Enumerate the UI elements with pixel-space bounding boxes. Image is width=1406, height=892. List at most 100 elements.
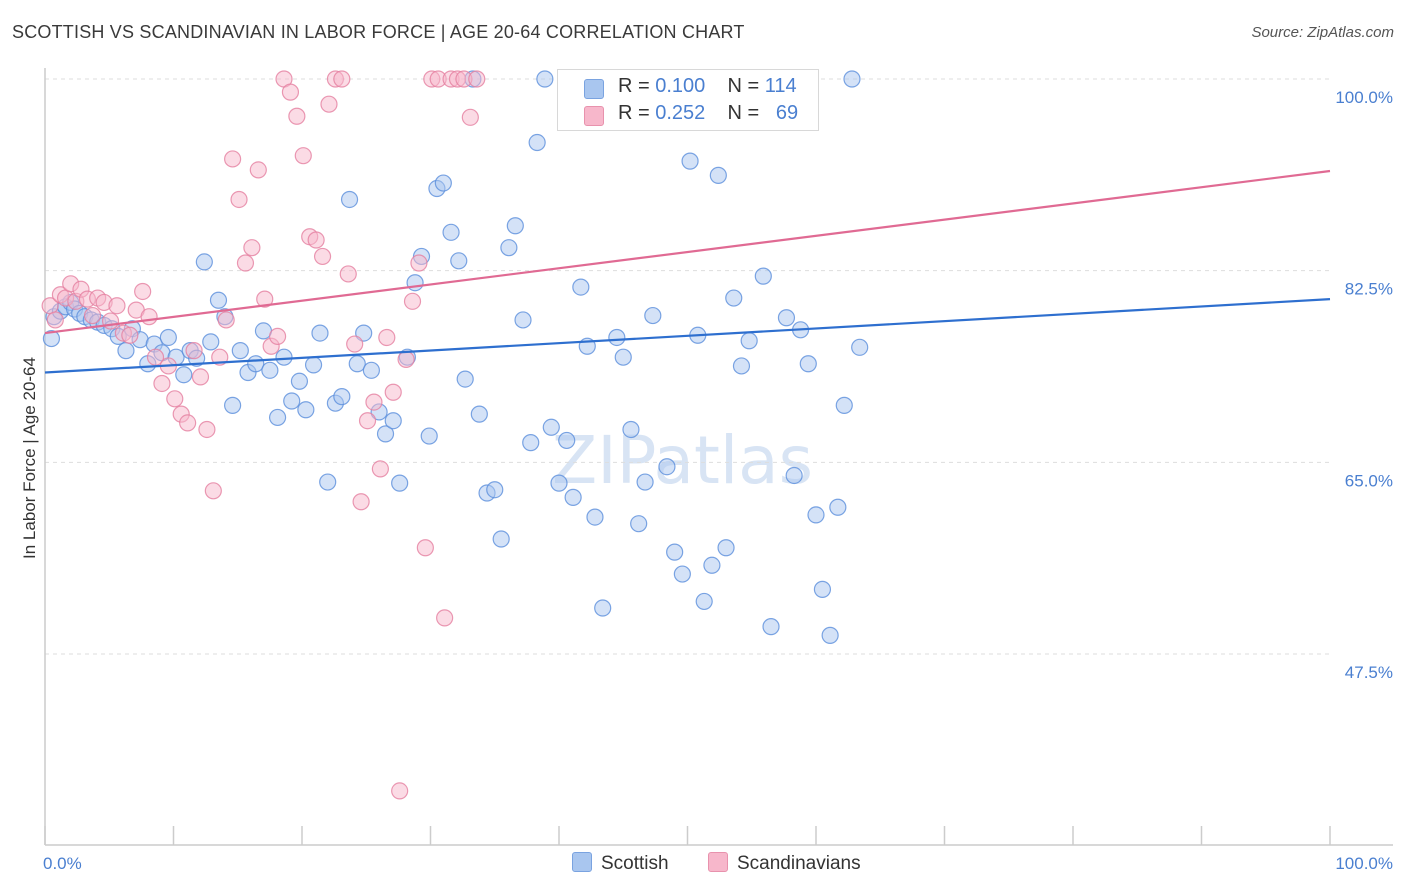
scottish-point (703, 556, 721, 574)
legend-r-label: R = (618, 75, 650, 97)
scandinavian-trend-line (44, 169, 1331, 335)
y-tick-label: 65.0% (1345, 471, 1393, 490)
scandinavian-point (179, 414, 197, 432)
scottish-point (420, 427, 438, 445)
scottish-point (608, 328, 626, 347)
scandinavian-point (397, 350, 415, 368)
scandinavians-n-value: 69 (775, 102, 799, 124)
scottish-point (522, 434, 540, 452)
scottish-point (406, 274, 424, 292)
scottish-point (835, 396, 853, 414)
scandinavian-point (365, 393, 383, 411)
scottish-point (550, 474, 568, 492)
scottish-point (528, 133, 546, 152)
scandinavian-point (153, 374, 171, 393)
scottish-point (514, 311, 532, 329)
scottish-point (594, 599, 612, 617)
scottish-point (799, 355, 817, 373)
scandinavian-point (384, 383, 402, 401)
scottish-point (456, 370, 474, 388)
scandinavian-point (416, 539, 434, 557)
scottish-swatch (584, 79, 604, 99)
scottish-point (297, 401, 315, 419)
scandinavian-point (391, 782, 409, 800)
scandinavian-point (134, 282, 152, 301)
scottish-point (231, 342, 249, 360)
scottish-point (572, 278, 590, 296)
scottish-point (829, 498, 847, 516)
scottish-point (785, 466, 803, 485)
scandinavian-point (352, 493, 370, 511)
scottish-point (851, 338, 869, 356)
scottish-point (658, 458, 676, 476)
legend-n-label: N = (727, 102, 760, 124)
scandinavian-point (294, 147, 312, 165)
scottish-point (340, 190, 359, 209)
scottish-point (209, 291, 228, 309)
scandinavian-point (307, 231, 325, 249)
scandinavian-point (211, 348, 229, 366)
bottom-legend-scottish[interactable]: Scottish (572, 852, 669, 875)
scandinavian-point (217, 311, 235, 329)
scandinavian-point (204, 482, 222, 500)
scottish-point (807, 506, 825, 524)
scottish-point (586, 508, 604, 526)
scottish-point (673, 565, 691, 583)
scottish-point (42, 329, 61, 348)
scottish-legend-label: Scottish (601, 853, 669, 874)
scandinavian-point (358, 412, 377, 430)
scottish-point (777, 309, 796, 327)
scottish-point (500, 239, 518, 257)
scottish-point (666, 543, 684, 561)
x-tick-label: 100.0% (1335, 854, 1393, 873)
scottish-point (195, 253, 213, 271)
scandinavian-point (313, 247, 332, 266)
scottish-point (821, 626, 839, 644)
scottish-point (725, 289, 743, 307)
scottish-legend-swatch (572, 852, 592, 872)
scottish-point (362, 361, 380, 379)
legend-r-label: R = (618, 102, 650, 124)
scottish-point (644, 306, 662, 325)
scandinavian-point (108, 297, 126, 315)
scandinavian-point (198, 420, 216, 439)
scandinavian-point (288, 107, 306, 125)
scottish-point (709, 166, 727, 184)
scandinavian-point (339, 265, 357, 283)
scandinavian-point (236, 254, 255, 272)
scandinavian-point (403, 292, 422, 310)
scottish-point (442, 223, 460, 241)
scandinavian-point (101, 312, 120, 330)
scandinavian-point (230, 190, 248, 209)
scandinavian-point (378, 328, 396, 347)
scandinavian-point (46, 311, 64, 329)
scottish-point (304, 356, 323, 374)
scottish-point (261, 361, 279, 379)
scandinavians-swatch (584, 106, 604, 126)
y-tick-label: 100.0% (1335, 88, 1393, 107)
chart-title: SCOTTISH VS SCANDINAVIAN IN LABOR FORCE … (12, 22, 745, 42)
scandinavian-point (436, 609, 454, 627)
scandinavian-point (121, 326, 139, 344)
scottish-point (813, 580, 832, 598)
scandinavians-r-value: 0.252 (655, 102, 706, 124)
scottish-point (492, 530, 510, 548)
scottish-point (319, 473, 337, 491)
correlation-legend: R = 0.100 N = 114 R = 0.252 N = 69 (557, 69, 819, 131)
scottish-point (614, 348, 632, 366)
y-tick-label: 47.5% (1345, 663, 1393, 682)
scandinavian-point (268, 327, 287, 345)
bottom-legend-scandinavians[interactable]: Scandinavians (708, 852, 861, 875)
scottish-r-value: 0.100 (655, 75, 706, 97)
scandinavian-point (191, 368, 210, 386)
scandinavian-point (185, 342, 203, 360)
scottish-point (283, 392, 301, 410)
scottish-point (754, 267, 772, 285)
scottish-point (630, 515, 648, 533)
scandinavian-point (281, 83, 300, 101)
scandinavian-point (320, 95, 338, 113)
scandinavians-legend-swatch (708, 852, 728, 872)
scottish-point (275, 348, 293, 366)
scottish-point (290, 372, 309, 390)
scottish-point (843, 70, 861, 88)
